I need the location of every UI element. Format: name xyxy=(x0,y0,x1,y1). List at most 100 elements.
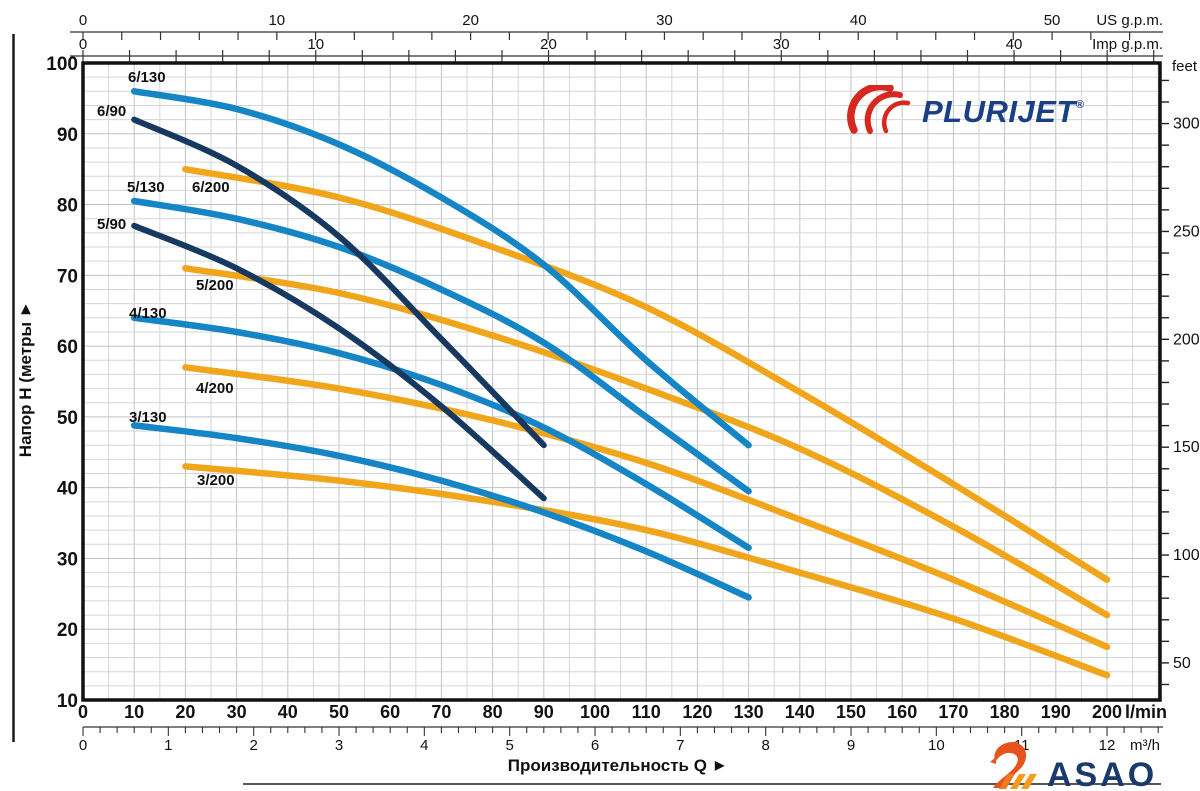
lpm-tick-label: 170 xyxy=(938,702,968,722)
lpm-tick-label: 120 xyxy=(682,702,712,722)
feet-tick-label: 300 xyxy=(1173,116,1200,133)
curve-6/90 xyxy=(131,116,547,449)
curve-label-5/130: 5/130 xyxy=(127,179,165,196)
us-gpm-tick-label: 0 xyxy=(79,12,87,29)
axis-lpm: 0 10 20 30 40 50 60 70 80 90 100 110 120 130 140 150 160… xyxy=(78,702,1167,722)
curve-6/130 xyxy=(130,88,752,449)
meters-tick-label: 70 xyxy=(57,266,78,287)
axis-feet: 50 100 150 200 250 300 feet xyxy=(1160,58,1200,686)
meters-tick-label: 80 xyxy=(57,196,78,217)
curve-label-4/130: 4/130 xyxy=(129,305,167,322)
m3h-tick-label: 8 xyxy=(761,737,769,754)
axis-unit-lpm: l/min xyxy=(1125,702,1167,722)
feet-tick-label: 200 xyxy=(1173,331,1200,348)
curve-label-6/90: 6/90 xyxy=(97,103,126,120)
curve-label-3/200: 3/200 xyxy=(197,472,235,489)
lpm-tick-label: 50 xyxy=(329,702,349,722)
m3h-tick-label: 3 xyxy=(335,737,343,754)
axis-imp-gpm: 0 10 20 30 40 Imp g.p.m. xyxy=(70,36,1163,62)
imp-gpm-tick-label: 10 xyxy=(307,36,324,53)
asao-logo-text: ASAO xyxy=(1047,756,1158,791)
m3h-tick-label: 4 xyxy=(420,737,428,754)
y-axis-title: Напор H (метры▶ xyxy=(16,304,35,457)
m3h-tick-label: 12 xyxy=(1099,737,1116,754)
m3h-tick-label: 9 xyxy=(847,737,855,754)
curve-3/130 xyxy=(130,422,752,601)
plurijet-logo-text: PLURIJET® xyxy=(922,93,1085,129)
curve-3/200 xyxy=(182,463,1111,679)
plot-frame xyxy=(81,61,1162,702)
feet-tick-label: 50 xyxy=(1173,655,1191,672)
curve-4/200 xyxy=(182,364,1111,651)
feet-tick-label: 250 xyxy=(1173,223,1200,240)
axis-unit-us-gpm: US g.p.m. xyxy=(1096,12,1163,29)
meters-tick-label: 60 xyxy=(57,337,78,358)
asao-swoosh-icon xyxy=(990,742,1037,789)
us-gpm-tick-label: 50 xyxy=(1044,12,1061,29)
lpm-tick-label: 180 xyxy=(990,702,1020,722)
axis-titles: Производительность Q ▶ Напор H (метры▶ xyxy=(16,304,725,775)
feet-tick-label: 100 xyxy=(1173,547,1200,564)
x-axis-title: Производительность Q ▶ xyxy=(508,756,725,775)
imp-gpm-tick-label: 40 xyxy=(1006,36,1023,53)
lpm-tick-label: 20 xyxy=(175,702,195,722)
plurijet-swoosh-icon xyxy=(847,85,911,134)
curve-label-5/90: 5/90 xyxy=(97,216,126,233)
curve-label-6/130: 6/130 xyxy=(128,69,166,86)
axis-us-gpm: 0 10 20 30 40 50 US g.p.m. xyxy=(70,12,1163,40)
meters-tick-label: 90 xyxy=(57,125,78,146)
curve-label-6/200: 6/200 xyxy=(192,179,230,196)
curve-5/200 xyxy=(182,265,1111,619)
feet-tick-label: 150 xyxy=(1173,439,1200,456)
m3h-tick-label: 0 xyxy=(79,737,87,754)
curve-label-5/200: 5/200 xyxy=(196,277,234,294)
m3h-tick-label: 5 xyxy=(505,737,513,754)
lpm-tick-label: 190 xyxy=(1041,702,1071,722)
lpm-tick-label: 140 xyxy=(785,702,815,722)
m3h-tick-label: 10 xyxy=(928,737,945,754)
meters-tick-label: 10 xyxy=(57,691,78,712)
axis-meters: 10 20 30 40 50 60 70 80 90 100 xyxy=(46,54,78,712)
axis-unit-imp-gpm: Imp g.p.m. xyxy=(1092,36,1163,53)
lpm-tick-label: 100 xyxy=(580,702,610,722)
asao-logo: ASAO xyxy=(983,741,1157,791)
meters-tick-label: 40 xyxy=(57,479,78,500)
m3h-tick-label: 2 xyxy=(249,737,257,754)
lpm-tick-label: 160 xyxy=(887,702,917,722)
lpm-tick-label: 30 xyxy=(227,702,247,722)
lpm-tick-label: 70 xyxy=(431,702,451,722)
axis-unit-feet: feet xyxy=(1172,58,1198,75)
lpm-tick-label: 10 xyxy=(124,702,144,722)
us-gpm-tick-label: 30 xyxy=(656,12,673,29)
curve-6/200 xyxy=(182,165,1111,583)
curve-5/90 xyxy=(131,222,547,502)
axis-m3h: 0 1 2 3 4 5 6 7 8 9 10 11 12 m³/h xyxy=(79,726,1163,754)
curve-4/130 xyxy=(130,314,752,552)
plurijet-registered-mark: ® xyxy=(1075,98,1085,111)
lpm-tick-label: 0 xyxy=(78,702,88,722)
lpm-tick-label: 130 xyxy=(734,702,764,722)
meters-tick-label: 100 xyxy=(46,54,78,75)
lpm-tick-label: 60 xyxy=(380,702,400,722)
curve-label-3/130: 3/130 xyxy=(129,409,167,426)
meters-tick-label: 20 xyxy=(57,620,78,641)
m3h-tick-label: 7 xyxy=(676,737,684,754)
us-gpm-tick-label: 40 xyxy=(850,12,867,29)
lpm-tick-label: 90 xyxy=(534,702,554,722)
lpm-tick-label: 200 xyxy=(1092,702,1122,722)
axis-unit-m3h: m³/h xyxy=(1130,737,1160,754)
curve-label-4/200: 4/200 xyxy=(196,380,234,397)
lpm-tick-label: 80 xyxy=(483,702,503,722)
meters-tick-label: 30 xyxy=(57,549,78,570)
us-gpm-tick-label: 20 xyxy=(462,12,479,29)
m3h-tick-label: 6 xyxy=(591,737,599,754)
curve-5/130 xyxy=(130,197,752,495)
imp-gpm-tick-label: 0 xyxy=(79,36,87,53)
us-gpm-tick-label: 10 xyxy=(268,12,285,29)
series-curves xyxy=(130,88,1111,679)
plurijet-logo: PLURIJET® xyxy=(846,84,1084,138)
lpm-tick-label: 40 xyxy=(278,702,298,722)
